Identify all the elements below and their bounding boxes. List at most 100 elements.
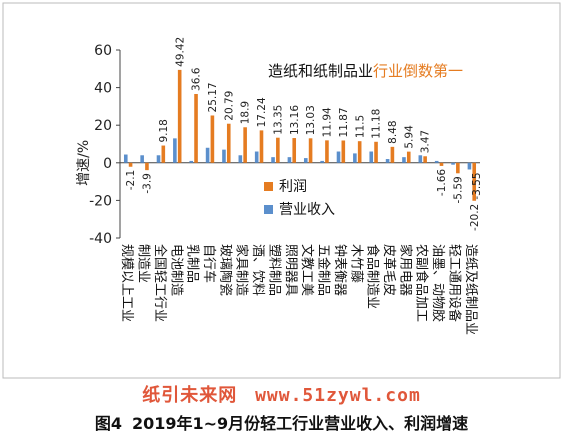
legend-swatch-profit — [264, 182, 273, 191]
bar-profit — [357, 141, 362, 163]
profit-data-label: 5.94 — [403, 125, 415, 149]
bar-revenue — [254, 151, 259, 163]
bar-profit — [308, 138, 313, 163]
legend-label-profit: 利润 — [279, 179, 307, 195]
profit-data-label: 13.03 — [305, 105, 317, 135]
watermark-site-name: 纸引未来网 — [142, 385, 238, 406]
y-tick-label: 40 — [94, 81, 112, 97]
watermark: 纸引未来网 www.51zywl.com — [0, 381, 563, 407]
bar-revenue — [156, 155, 161, 163]
bar-revenue — [418, 155, 423, 163]
bar-revenue — [303, 158, 308, 163]
figure-caption-text: 2019年1~9月份轻工行业营业收入、利润增速 — [131, 414, 469, 433]
x-category-label: 木竹藤 — [348, 244, 363, 283]
profit-data-label: 36.6 — [191, 67, 203, 91]
bar-revenue — [123, 154, 128, 163]
x-category-label: 家用电器 — [397, 244, 413, 296]
bar-profit — [210, 115, 215, 163]
x-category-label: 照明器具 — [283, 244, 298, 296]
x-category-label: 钟表衡器 — [332, 244, 348, 296]
bar-revenue — [173, 138, 177, 163]
profit-data-label: 18.9 — [240, 101, 252, 124]
bar-profit — [276, 137, 280, 163]
profit-data-label: -5.59 — [452, 176, 464, 203]
legend-label-revenue: 营业收入 — [279, 202, 335, 218]
bar-profit — [259, 130, 264, 163]
x-category-label: 酒、饮料 — [250, 244, 265, 296]
bar-profit — [177, 69, 182, 163]
x-category-label: 玻璃陶瓷 — [217, 244, 233, 296]
profit-data-label: 13.35 — [272, 105, 284, 135]
bar-revenue — [205, 147, 210, 163]
watermark-url: www.51zywl.com — [255, 385, 421, 406]
profit-data-label: 9.18 — [158, 119, 170, 142]
bar-profit — [390, 146, 395, 163]
bar-profit — [161, 145, 166, 163]
bar-revenue — [369, 151, 374, 163]
bar-profit — [456, 162, 460, 174]
x-category-label: 文教工美 — [299, 244, 315, 296]
bar-revenue — [189, 160, 194, 163]
bar-revenue — [353, 153, 357, 163]
bar-profit — [194, 93, 198, 163]
bar-profit — [292, 138, 297, 163]
x-category-label: 自行车 — [201, 244, 217, 283]
x-category-label: 皮革毛皮 — [381, 244, 396, 296]
revenue-data-label: -3.55 — [471, 172, 483, 199]
y-tick-label: -40 — [89, 231, 112, 247]
profit-data-label: 11.87 — [338, 107, 350, 137]
chart-title-part-2: 行业倒数第一 — [373, 62, 463, 80]
bar-profit — [325, 140, 329, 163]
bar-revenue — [222, 149, 226, 163]
chart-border — [2, 2, 561, 379]
x-category-label: 五金制品 — [316, 244, 332, 296]
profit-data-label: 20.79 — [223, 91, 235, 121]
bar-revenue — [467, 162, 472, 170]
profit-data-label: -2.1 — [125, 170, 137, 191]
x-category-label: 造纸及纸制品业 — [463, 244, 478, 335]
bar-profit — [145, 162, 149, 171]
bar-revenue — [434, 160, 439, 163]
bar-revenue — [336, 151, 341, 163]
y-tick-label: 60 — [94, 43, 112, 59]
x-category-label: 乳制品 — [185, 244, 200, 283]
profit-data-label: -20.2 — [469, 204, 481, 231]
bar-profit — [406, 151, 411, 163]
x-category-label: 制造业 — [136, 244, 151, 283]
bar-revenue — [287, 157, 292, 163]
bar-profit — [472, 162, 477, 201]
y-tick-label: 0 — [103, 156, 112, 172]
legend-swatch-revenue — [264, 205, 273, 214]
y-tick-label: -20 — [89, 193, 112, 209]
x-category-label: 规模以上工业 — [119, 244, 134, 322]
bar-profit — [374, 141, 378, 163]
profit-data-label: 25.17 — [207, 82, 219, 112]
bar-revenue — [320, 160, 324, 163]
bar-profit — [226, 123, 231, 163]
x-category-label: 轻工通用设备 — [446, 244, 462, 322]
profit-data-label: 11.18 — [371, 109, 383, 139]
profit-data-label: 3.47 — [420, 130, 432, 153]
figure-caption: 图4 2019年1~9月份轻工行业营业收入、利润增速 — [0, 410, 563, 434]
chart-title-part-1: 造纸和纸制品业 — [268, 62, 373, 80]
x-category-label: 油墨、动物胶 — [430, 244, 446, 322]
x-category-label: 家具制造 — [234, 244, 250, 296]
bar-profit — [439, 162, 444, 166]
bar-revenue — [451, 162, 455, 165]
profit-data-label: -1.66 — [436, 169, 448, 196]
x-category-label: 塑料制品 — [266, 244, 281, 296]
profit-data-label: 13.16 — [289, 105, 301, 135]
y-tick-label: 20 — [94, 118, 112, 134]
bar-profit — [128, 162, 133, 167]
profit-data-label: 11.94 — [322, 107, 334, 137]
profit-data-label: 11.5 — [354, 115, 366, 138]
bar-revenue — [402, 157, 406, 163]
chart-title: 造纸和纸制品业行业倒数第一 — [268, 62, 463, 80]
x-category-label: 全国轻工行业 — [152, 244, 168, 322]
x-category-label: 食品制造业 — [365, 244, 381, 309]
bar-revenue — [385, 159, 390, 163]
bar-profit — [423, 156, 427, 163]
profit-data-label: 17.24 — [256, 97, 268, 127]
